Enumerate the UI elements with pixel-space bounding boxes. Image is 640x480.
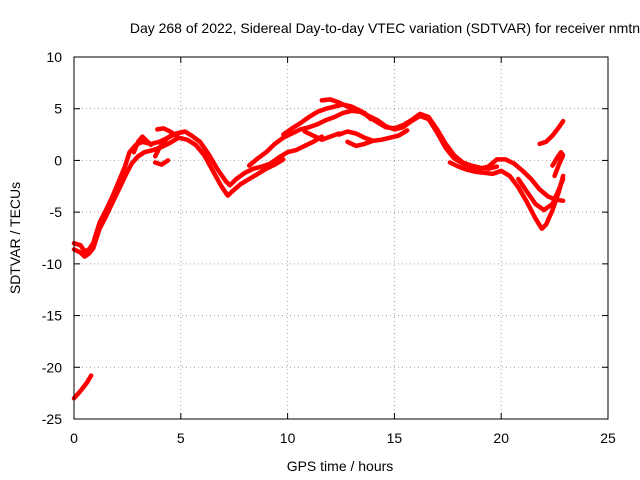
series-line-track-7 — [152, 158, 171, 167]
y-tick-labels: -25 -20 -15 -10 -5 0 5 10 — [42, 49, 62, 427]
series-line-track-16 — [537, 118, 566, 147]
series-line-track-2 — [71, 129, 325, 254]
y-tick-label: 10 — [46, 49, 62, 65]
x-tick-label: 5 — [177, 430, 185, 446]
chart-title: Day 268 of 2022, Sidereal Day-to-day VTE… — [130, 20, 640, 36]
y-axis-label: SDTVAR / TECUs — [7, 182, 23, 294]
plot-frame — [73, 56, 609, 420]
series-line-track-10 — [319, 97, 374, 122]
series-line-track-6 — [155, 126, 179, 138]
data-series — [71, 97, 566, 401]
y-tick-label: -15 — [42, 308, 62, 324]
x-tick-label: 10 — [280, 430, 296, 446]
series-line-track-1 — [71, 373, 94, 401]
y-tick-label: 0 — [54, 152, 62, 168]
y-tick-label: -25 — [42, 411, 62, 427]
y-tick-label: 5 — [54, 101, 62, 117]
y-tick-label: -20 — [42, 359, 62, 375]
x-tick-label: 20 — [493, 430, 509, 446]
series-line-track-12 — [345, 138, 376, 149]
y-tick-label: -10 — [42, 256, 62, 272]
grid-lines — [74, 57, 608, 419]
y-tick-label: -5 — [50, 204, 63, 220]
series-line-track-4 — [131, 134, 154, 155]
series-line-track-17 — [550, 149, 566, 179]
x-tick-label: 15 — [387, 430, 403, 446]
x-axis-label: GPS time / hours — [287, 458, 394, 474]
series-line-track-3 — [71, 135, 286, 259]
axis-ticks — [73, 56, 609, 420]
series-line-track-14 — [447, 160, 566, 231]
x-tick-labels: 0 5 10 15 20 25 — [70, 430, 616, 446]
series-line-track-15 — [516, 176, 566, 213]
x-tick-label: 0 — [70, 430, 78, 446]
series-line-track-9 — [281, 102, 500, 171]
series-line-track-13 — [302, 129, 342, 142]
x-tick-label: 25 — [600, 430, 616, 446]
